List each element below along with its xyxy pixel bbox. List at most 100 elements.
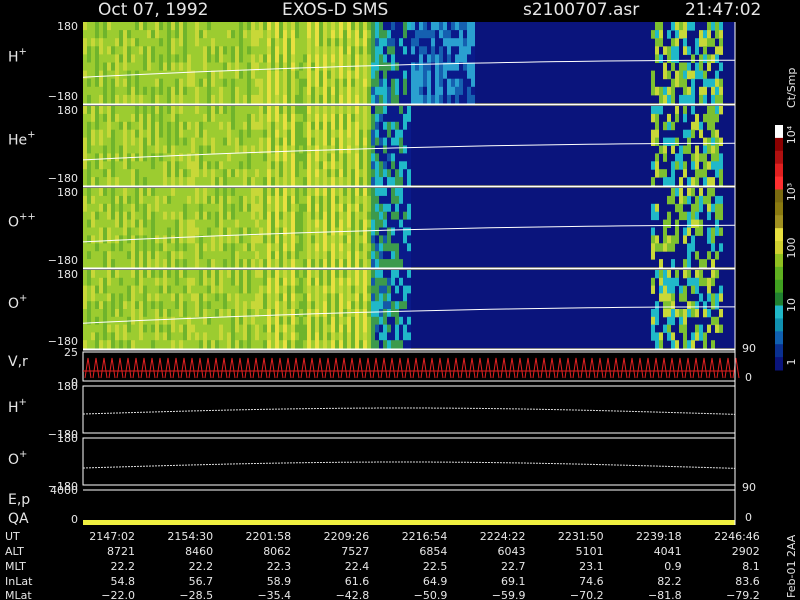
spectrogram-cell (287, 30, 291, 39)
spectrogram-cell (351, 251, 355, 260)
colorbar-cell (775, 202, 783, 216)
spectrogram-cell (111, 203, 115, 213)
spectrogram-cell (215, 94, 219, 104)
spectrogram-cell (299, 219, 303, 228)
spectrogram-cell (87, 211, 91, 221)
spectrogram-cell (683, 227, 687, 236)
spectrogram-cell (107, 22, 111, 31)
spectrogram-cell (259, 227, 263, 236)
spectrogram-cell (203, 203, 207, 213)
spectrogram-cell (123, 227, 127, 236)
spectrogram-cell (159, 30, 163, 39)
spectrogram-cell (123, 161, 127, 170)
spectrogram-cell (327, 169, 331, 178)
spectrogram-cell (667, 70, 671, 80)
spectrogram-cell (191, 259, 195, 268)
spectrogram-cell (659, 38, 663, 47)
spectrogram-cell (307, 161, 311, 170)
spectrogram-cell (291, 78, 295, 88)
spectrogram-cell (111, 137, 115, 146)
spectrogram-cell (387, 195, 391, 205)
spectrogram-cell (455, 94, 459, 104)
spectrogram-cell (359, 340, 363, 349)
spectrogram-cell (163, 78, 167, 88)
spectrogram-cell (395, 293, 399, 302)
spectrogram-cell (99, 277, 103, 287)
spectrogram-cell (151, 293, 155, 302)
spectrogram-cell (139, 38, 143, 47)
spectrogram-cell (683, 309, 687, 318)
spectrogram-cell (83, 78, 87, 88)
spectrogram-cell (291, 301, 295, 310)
spectrogram-cell (343, 277, 347, 287)
spectrogram-cell (231, 203, 235, 213)
spectrogram-cell (307, 30, 311, 39)
colorbar-label: 10³ (785, 183, 798, 201)
spectrogram-cell (315, 324, 319, 333)
spectrogram-cell (95, 30, 99, 39)
spectrogram-cell (311, 243, 315, 252)
spectrogram-cell (95, 78, 99, 88)
table-cell: 2147:02 (89, 530, 135, 543)
spectrogram-cell (219, 243, 223, 252)
spectrogram-cell (175, 113, 179, 123)
spectrogram-cell (659, 30, 663, 39)
spectrogram-cell (367, 309, 371, 318)
spectrogram-cell (335, 153, 339, 162)
spectrogram-cell (271, 270, 275, 279)
spectrogram-cell (163, 332, 167, 341)
spectrogram-cell (395, 153, 399, 162)
spectrogram-cell (207, 169, 211, 178)
spectrogram-cell (159, 195, 163, 205)
spectrogram-cell (347, 22, 351, 31)
spectrogram-cell (391, 113, 395, 123)
spectrogram-cell (207, 121, 211, 131)
spectrogram-cell (719, 62, 723, 72)
spectrogram-cell (167, 22, 171, 31)
spectrogram-cell (371, 106, 375, 115)
colorbar-cell (775, 137, 783, 152)
spectrogram-cell (687, 188, 691, 197)
spectrogram-cell (99, 169, 103, 178)
spectrogram-cell (255, 153, 259, 162)
spectrogram-cell (707, 30, 711, 39)
spectrogram-cell (115, 121, 119, 131)
spectrogram-cell (223, 243, 227, 252)
spectrogram-cell (315, 54, 319, 63)
spectrogram-cell (243, 227, 247, 236)
spectrogram-cell (219, 301, 223, 310)
spectrogram-cell (355, 113, 359, 123)
spectrogram-cell (167, 332, 171, 341)
spectrogram-cell (399, 38, 403, 47)
spectrogram-cell (703, 78, 707, 88)
spectrogram-cell (387, 161, 391, 170)
spectrogram-cell (335, 54, 339, 63)
spectrogram-cell (711, 22, 715, 31)
spectrogram-cell (191, 324, 195, 333)
spectrogram-cell (703, 301, 707, 310)
spectrogram-cell (291, 316, 295, 326)
spectrogram-cell (151, 309, 155, 318)
spectrogram-cell (179, 235, 183, 244)
spectrogram-cell (187, 243, 191, 252)
spectrogram-cell (131, 30, 135, 39)
spectrogram-cell (87, 38, 91, 47)
spectrogram-cell (263, 70, 267, 80)
spectrogram-cell (191, 188, 195, 197)
spectrogram-cell (179, 259, 183, 268)
spectrogram-cell (139, 86, 143, 96)
spectrogram-cell (107, 324, 111, 333)
spectrogram-cell (155, 324, 159, 333)
spectrogram-cell (231, 70, 235, 80)
spectrogram-cell (255, 169, 259, 178)
spectrogram-cell (167, 227, 171, 236)
spectrogram-cell (699, 70, 703, 80)
spectrogram-cell (335, 340, 339, 349)
spectrogram-cell (255, 270, 259, 279)
spectrogram-cell (399, 259, 403, 268)
spectrogram-cell (179, 145, 183, 154)
spectrogram-cell (435, 46, 439, 55)
spectrogram-cell (163, 251, 167, 260)
spectrogram-cell (407, 22, 411, 31)
spectrogram-cell (211, 161, 215, 170)
